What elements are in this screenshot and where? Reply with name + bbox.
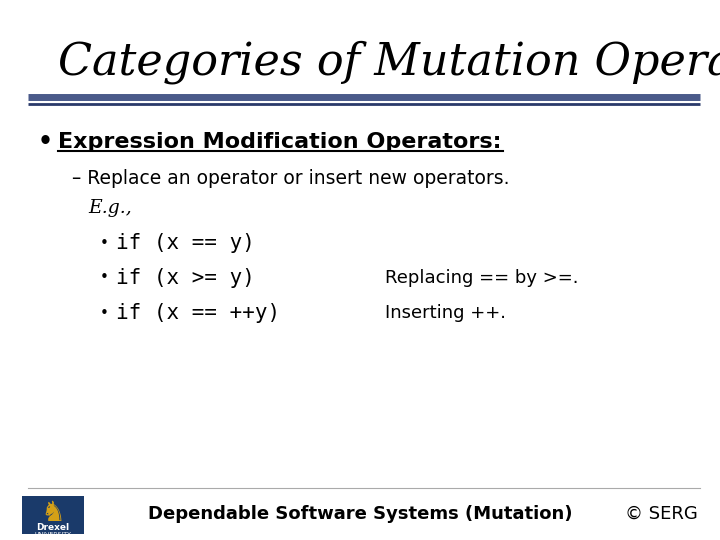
Text: – Replace an operator or insert new operators.: – Replace an operator or insert new oper… xyxy=(72,168,510,187)
Text: Dependable Software Systems (Mutation): Dependable Software Systems (Mutation) xyxy=(148,505,572,523)
Text: ♞: ♞ xyxy=(40,499,66,527)
Text: if (x == ++y): if (x == ++y) xyxy=(116,303,280,323)
Text: •: • xyxy=(100,271,109,286)
FancyBboxPatch shape xyxy=(22,496,84,534)
Text: UNIVERSITY: UNIVERSITY xyxy=(35,532,71,537)
Text: •: • xyxy=(38,130,53,154)
Text: Expression Modification Operators:: Expression Modification Operators: xyxy=(58,132,502,152)
Text: Drexel: Drexel xyxy=(37,523,70,532)
Text: Categories of Mutation Operators: Categories of Mutation Operators xyxy=(58,40,720,84)
Text: •: • xyxy=(100,306,109,321)
Text: if (x == y): if (x == y) xyxy=(116,233,255,253)
Text: Inserting ++.: Inserting ++. xyxy=(385,304,506,322)
Text: if (x >= y): if (x >= y) xyxy=(116,268,255,288)
Text: © SERG: © SERG xyxy=(625,505,698,523)
Text: Replacing == by >=.: Replacing == by >=. xyxy=(385,269,578,287)
Text: •: • xyxy=(100,235,109,251)
Text: E.g.,: E.g., xyxy=(88,199,132,217)
